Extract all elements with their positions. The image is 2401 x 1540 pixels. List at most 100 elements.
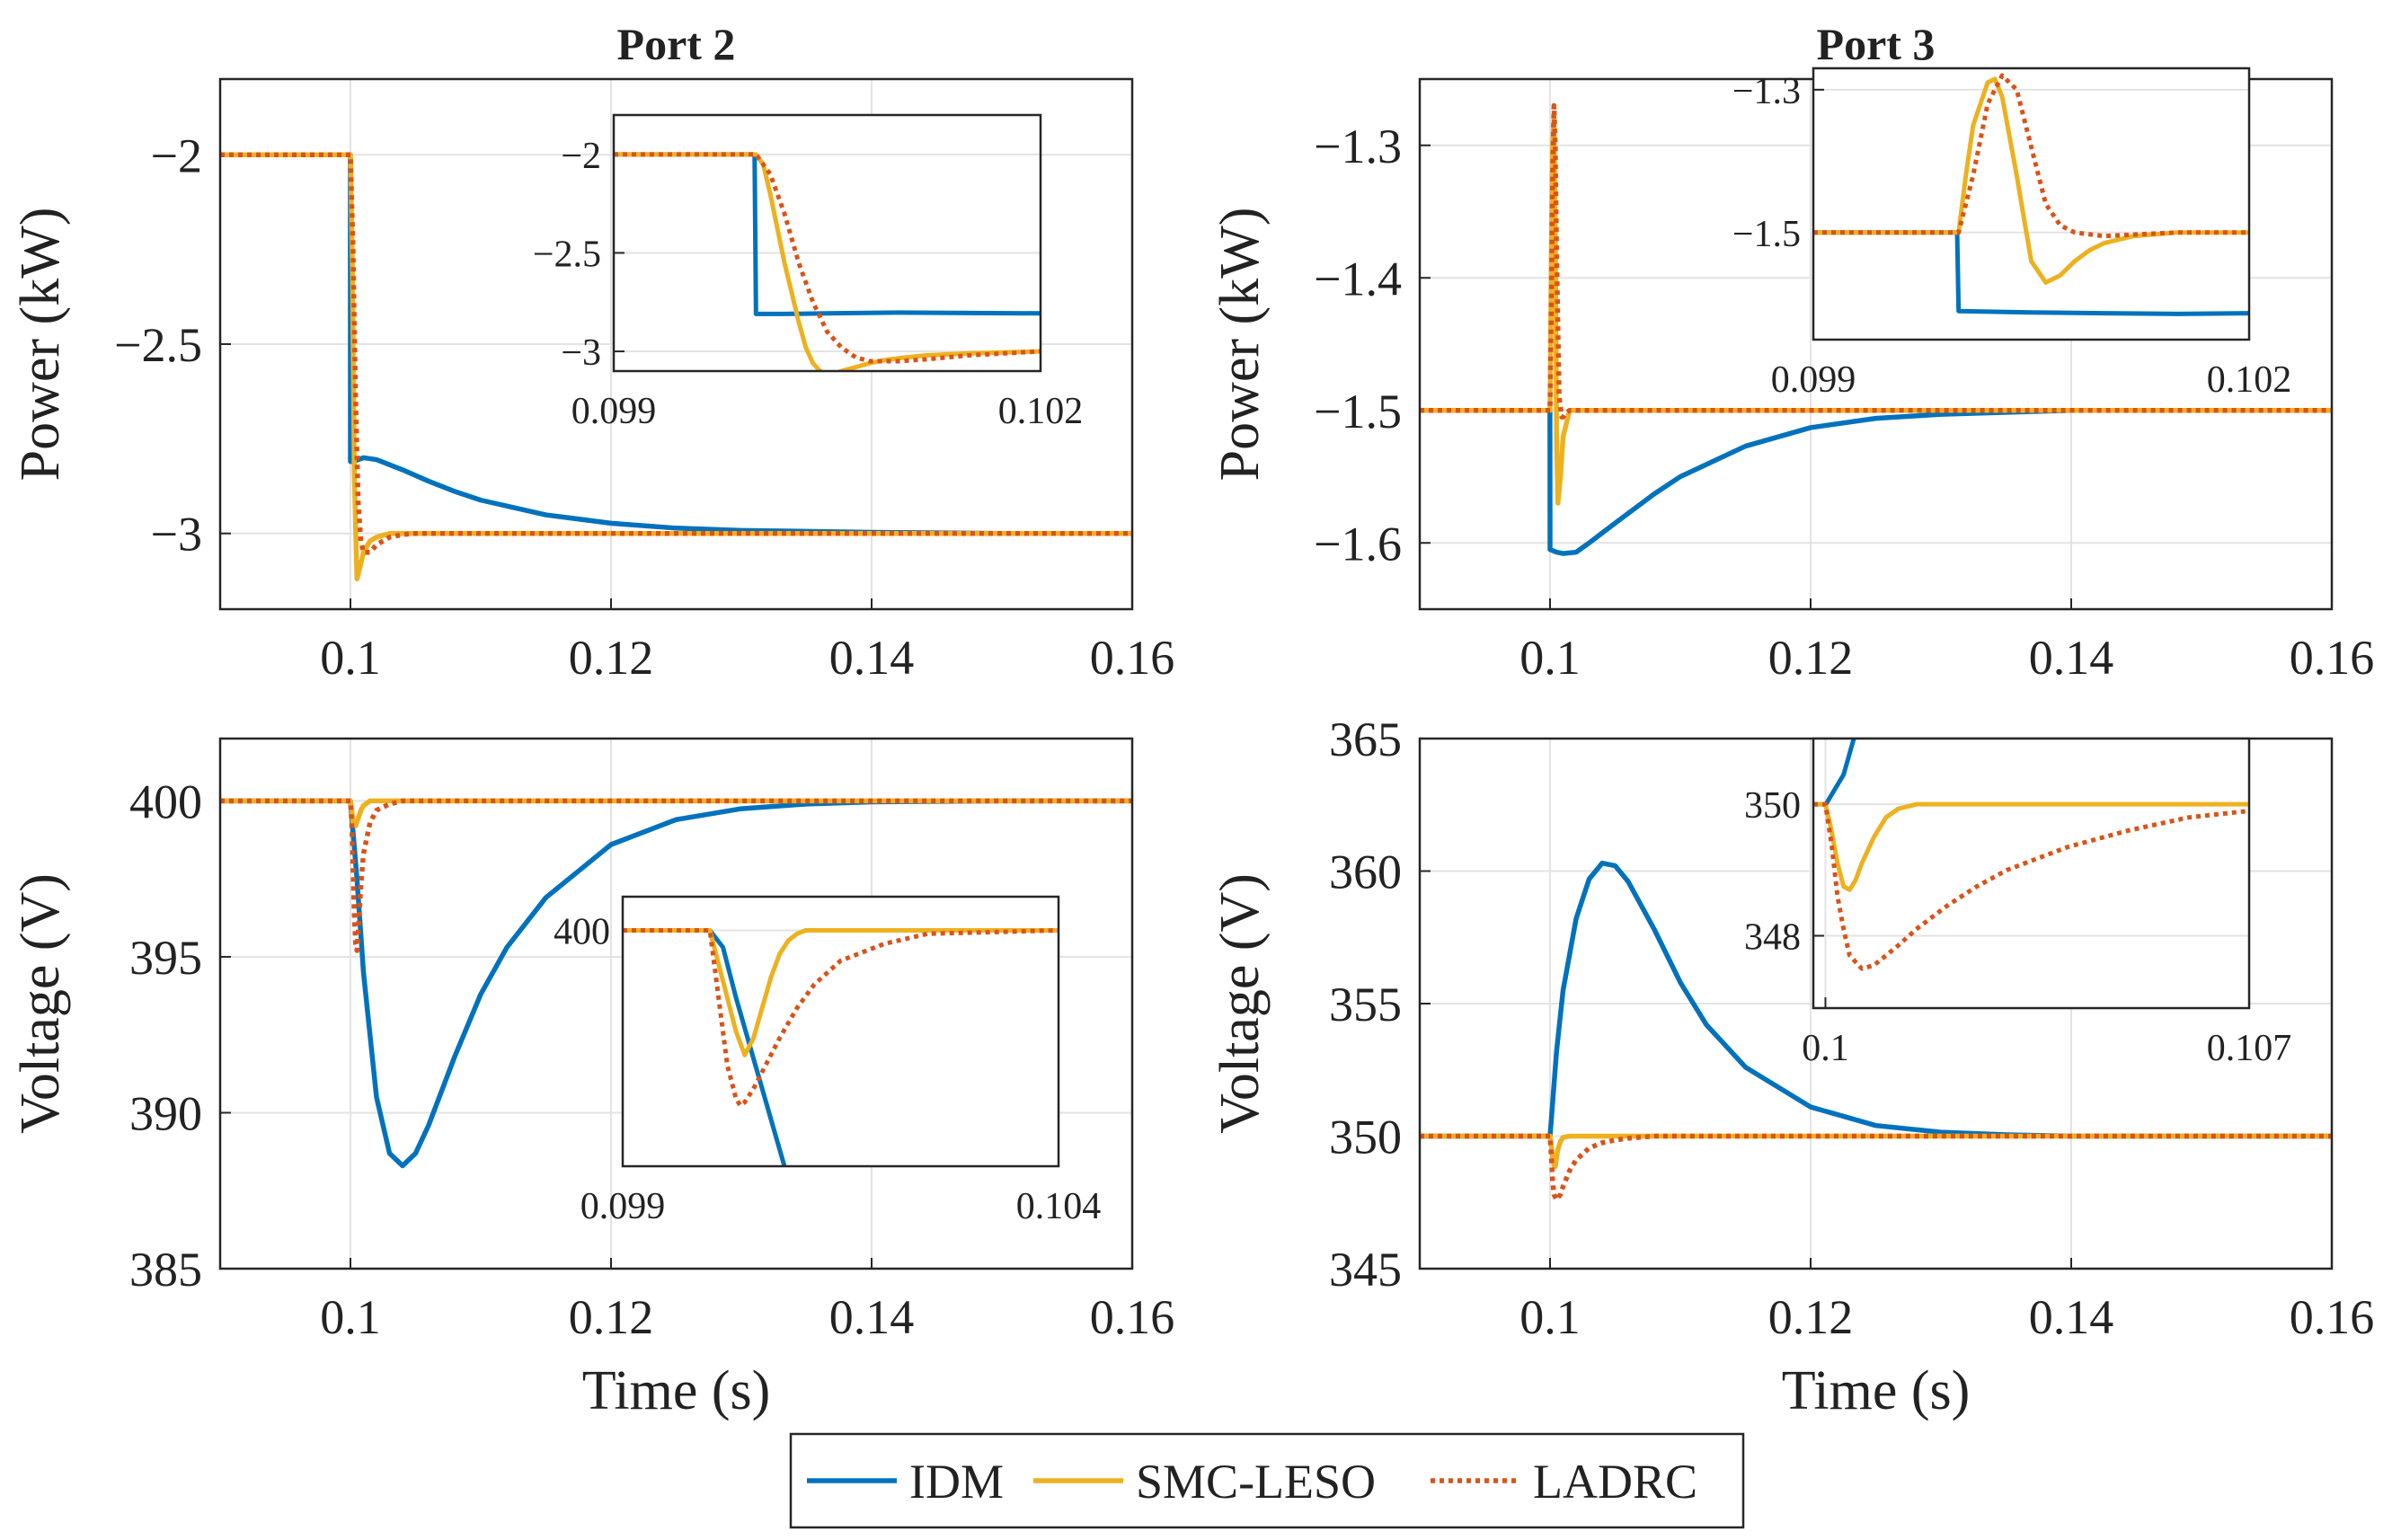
- y-tick-label: 400: [554, 912, 610, 953]
- y-tick-label: 365: [1329, 712, 1402, 766]
- x-tick-label: 0.16: [1090, 1290, 1175, 1344]
- panel-port2-power: 0.1 0.12 0.14 0.16 −2 −2.5 −3 Port 2 Power (kW) 0…: [10, 19, 1174, 685]
- series-line-idm: [220, 798, 1132, 1169]
- x-tick-label: 0.16: [2290, 1290, 2375, 1344]
- legend: IDM SMC-LESO LADRC: [789, 1432, 1745, 1529]
- inset-frame: [1812, 737, 2251, 1010]
- y-tick-label: −3: [151, 508, 202, 562]
- axes-frame: [218, 77, 1134, 611]
- y-axis-label: Voltage (V): [10, 873, 71, 1134]
- y-tick-label: 360: [1329, 845, 1402, 899]
- series-line-ladrc: [623, 928, 1059, 1108]
- y-tick-label: 355: [1329, 978, 1402, 1031]
- x-tick-label: 0.12: [569, 631, 654, 685]
- x-axis-label: Time (s): [582, 1360, 771, 1421]
- x-tick-label: 0.1: [320, 1290, 381, 1344]
- series-group: [1420, 860, 2332, 1203]
- y-tick-label: 345: [1329, 1243, 1402, 1297]
- x-tick-label: 0.107: [2207, 1028, 2292, 1069]
- x-tick-label: 0.12: [1768, 631, 1854, 685]
- inset-frame: [612, 113, 1042, 373]
- x-tick-label: 0.16: [1090, 631, 1175, 685]
- x-tick-label: 0.12: [1768, 1290, 1854, 1344]
- y-tick-label: 348: [1744, 917, 1801, 959]
- series-line-idm: [1420, 408, 2332, 556]
- x-tick-label: 0.099: [571, 391, 657, 432]
- x-tick-label: 0.102: [2207, 359, 2292, 401]
- series-group: [220, 798, 1132, 1169]
- inset-port2-power: 0.099 0.102 −2 −2.5 −3: [533, 113, 1084, 432]
- series-group: [220, 152, 1132, 582]
- legend-item-idm: IDM: [807, 1455, 1004, 1509]
- x-tick-label: 0.14: [829, 1290, 915, 1344]
- inset-background: [623, 897, 1059, 1166]
- inset-background: [614, 115, 1041, 371]
- inset-background: [1813, 68, 2249, 340]
- y-axis-label: Power (kW): [1209, 208, 1271, 482]
- x-tick-label: 0.1: [1519, 1290, 1581, 1344]
- x-tick-label: 0.1: [1802, 1028, 1849, 1069]
- legend-item-smc-leso: SMC-LESO: [1033, 1455, 1376, 1509]
- y-tick-label: 385: [129, 1243, 202, 1297]
- series-line-idm: [614, 152, 1041, 316]
- legend-box: [789, 1432, 1745, 1529]
- panel-port3-power: 0.1 0.12 0.14 0.16 −1.3 −1.4 −1.5 −1.6 Port 3 Pow…: [1209, 19, 2374, 685]
- x-tick-label: 0.102: [998, 391, 1084, 432]
- y-tick-label: 350: [1329, 1111, 1402, 1164]
- y-axis-label: Voltage (V): [1209, 873, 1271, 1134]
- legend-label: SMC-LESO: [1136, 1455, 1376, 1509]
- y-tick-label: −1.5: [1732, 214, 1801, 255]
- inset-series-group: [1813, 739, 2249, 971]
- inset-port3-power: 0.099 0.102 −1.3 −1.5: [1732, 66, 2292, 401]
- series-line-ladrc: [1813, 801, 2249, 971]
- inset-background: [1813, 739, 2249, 1008]
- inset-port2-voltage: 0.099 0.104 400: [554, 895, 1102, 1227]
- x-tick-label: 0.14: [829, 631, 915, 685]
- x-tick-label: 0.14: [2029, 1290, 2114, 1344]
- series-line-ladrc: [1813, 73, 2249, 239]
- panel-port2-voltage: 0.1 0.12 0.14 0.16 400 395 390 385 Voltage (V) Ti…: [10, 737, 1175, 1421]
- y-tick-label: −2: [151, 128, 202, 182]
- y-tick-label: 350: [1744, 785, 1801, 827]
- y-tick-label: −1.3: [1732, 71, 1801, 112]
- series-line-ladrc: [220, 798, 1132, 953]
- series-line-smc-leso: [220, 152, 1132, 582]
- y-tick-label: −1.6: [1314, 517, 1402, 571]
- panel-title: Port 2: [617, 19, 736, 69]
- y-tick-label: −1.5: [1314, 385, 1402, 438]
- inset-frame: [1812, 66, 2251, 341]
- series-line-smc-leso: [623, 928, 1059, 1058]
- series-line-ladrc: [1420, 102, 2332, 420]
- legend-item-ladrc: LADRC: [1431, 1455, 1697, 1509]
- y-tick-label: −1.3: [1314, 119, 1402, 173]
- inset-series-group: [1813, 73, 2249, 316]
- legend-label: LADRC: [1533, 1455, 1697, 1509]
- series-line-smc-leso: [614, 152, 1041, 371]
- x-tick-label: 0.099: [1771, 359, 1856, 401]
- axes-frame: [218, 737, 1134, 1270]
- series-line-ladrc: [220, 152, 1132, 555]
- panel-port3-voltage: 0.1 0.12 0.14 0.16 365 360 355 350 345 Voltage (V…: [1209, 712, 2374, 1421]
- y-tick-label: 390: [129, 1086, 202, 1140]
- y-tick-label: −3: [561, 332, 601, 374]
- plots-layer: 0.1 0.12 0.14 0.16 −2 −2.5 −3 Port 2 Power (kW) 0…: [10, 19, 2374, 1421]
- panel-title: Port 3: [1817, 19, 1936, 69]
- x-tick-label: 0.104: [1016, 1186, 1102, 1227]
- x-tick-label: 0.1: [1519, 631, 1581, 685]
- x-tick-label: 0.16: [2290, 631, 2375, 685]
- x-tick-label: 0.14: [2029, 631, 2114, 685]
- y-tick-label: −2.5: [533, 234, 601, 275]
- inset-frame: [621, 895, 1060, 1168]
- y-axis-label: Power (kW): [10, 208, 71, 482]
- y-tick-label: −2: [561, 136, 601, 177]
- x-tick-label: 0.099: [580, 1186, 666, 1227]
- y-tick-label: 395: [129, 931, 202, 985]
- inset-port3-voltage: 0.1 0.107 350 348: [1744, 737, 2292, 1069]
- legend-label: IDM: [909, 1455, 1004, 1509]
- series-line-ladrc: [1420, 1133, 2332, 1203]
- series-line-smc-leso: [1813, 76, 2249, 285]
- series-group: [1420, 102, 2332, 556]
- y-tick-label: 400: [129, 774, 202, 828]
- x-axis-label: Time (s): [1782, 1360, 1971, 1421]
